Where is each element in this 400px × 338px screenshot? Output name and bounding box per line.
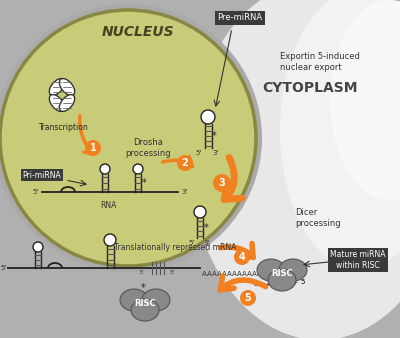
Text: 3': 3' — [203, 240, 209, 246]
Text: 5': 5' — [1, 265, 7, 271]
Text: 5': 5' — [196, 150, 202, 156]
Circle shape — [85, 140, 101, 156]
Ellipse shape — [59, 78, 75, 95]
Text: 2: 2 — [182, 158, 188, 168]
Text: 5': 5' — [170, 269, 176, 274]
Text: 3': 3' — [212, 150, 218, 156]
Ellipse shape — [120, 289, 148, 311]
Text: 3': 3' — [138, 269, 144, 274]
Text: 5: 5 — [245, 293, 251, 303]
Text: 5: 5 — [300, 279, 304, 285]
Text: AAAAAAAAAAAA 3': AAAAAAAAAAAA 3' — [202, 271, 270, 277]
FancyArrowPatch shape — [224, 158, 242, 199]
Text: RISC: RISC — [271, 268, 293, 277]
Text: Translationally repressed mRNA: Translationally repressed mRNA — [114, 243, 236, 252]
Circle shape — [133, 164, 143, 174]
Circle shape — [201, 110, 215, 124]
Text: Mature miRNA
within RISC: Mature miRNA within RISC — [330, 250, 386, 270]
Text: 5': 5' — [189, 240, 195, 246]
Text: Dicer
processing: Dicer processing — [295, 208, 341, 228]
Circle shape — [0, 10, 256, 266]
Ellipse shape — [131, 299, 159, 321]
Ellipse shape — [330, 0, 400, 200]
Text: 5': 5' — [33, 189, 39, 195]
Ellipse shape — [257, 259, 285, 281]
Circle shape — [177, 155, 193, 171]
Ellipse shape — [280, 0, 400, 270]
Circle shape — [104, 234, 116, 246]
Text: *: * — [204, 223, 208, 233]
Text: Drosha
processing: Drosha processing — [125, 138, 171, 158]
Text: Exportin 5-induced
nuclear export: Exportin 5-induced nuclear export — [280, 52, 360, 72]
Text: CYTOPLASM: CYTOPLASM — [262, 81, 358, 95]
FancyArrowPatch shape — [220, 276, 266, 290]
Text: 3': 3' — [181, 189, 187, 195]
FancyArrowPatch shape — [163, 157, 192, 166]
Text: 4: 4 — [239, 252, 245, 262]
Text: RISC: RISC — [134, 298, 156, 308]
Circle shape — [33, 242, 43, 252]
Ellipse shape — [268, 269, 296, 291]
Text: Transcription: Transcription — [39, 123, 89, 132]
FancyArrowPatch shape — [80, 116, 94, 154]
Text: Pri-miRNA: Pri-miRNA — [23, 170, 61, 179]
Ellipse shape — [142, 289, 170, 311]
Circle shape — [0, 4, 262, 272]
Circle shape — [213, 174, 231, 192]
Text: *: * — [141, 283, 145, 293]
Circle shape — [240, 290, 256, 306]
Circle shape — [100, 164, 110, 174]
Text: *: * — [212, 131, 217, 141]
Text: Pre-miRNA: Pre-miRNA — [218, 14, 262, 23]
Text: *: * — [293, 279, 298, 289]
Text: RNA: RNA — [100, 201, 116, 210]
Text: *: * — [142, 178, 146, 188]
Text: 3': 3' — [254, 281, 260, 287]
Text: NUCLEUS: NUCLEUS — [102, 25, 174, 39]
Ellipse shape — [49, 95, 65, 112]
Circle shape — [234, 249, 250, 265]
Text: 1: 1 — [90, 143, 96, 153]
Ellipse shape — [279, 259, 307, 281]
FancyArrowPatch shape — [221, 244, 253, 258]
Circle shape — [194, 206, 206, 218]
Ellipse shape — [49, 78, 65, 95]
Ellipse shape — [190, 0, 400, 338]
Text: 3: 3 — [219, 178, 225, 188]
Ellipse shape — [59, 95, 75, 112]
